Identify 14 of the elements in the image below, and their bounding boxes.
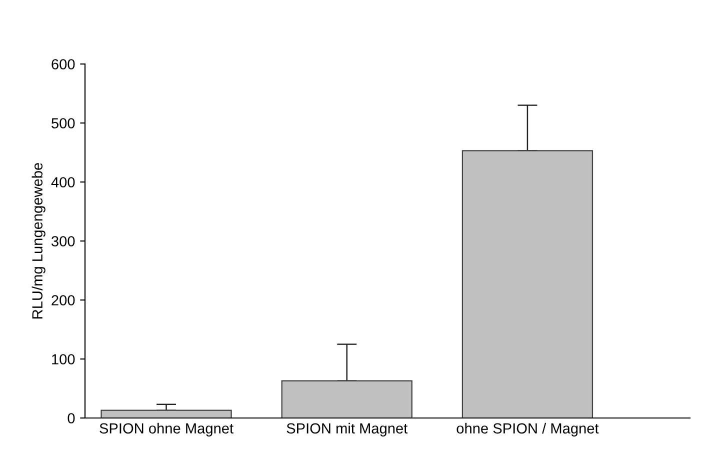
bar: [281, 380, 412, 418]
x-tick-label: SPION mit Magnet: [286, 422, 408, 436]
bar: [462, 150, 594, 418]
y-tick-label: 100: [52, 354, 75, 364]
x-tick-label: ohne SPION / Magnet: [456, 422, 599, 436]
y-tick-label: 0: [68, 413, 75, 424]
x-tick-label: SPION ohne Magnet: [100, 422, 234, 436]
y-tick-label: 600: [52, 59, 75, 70]
y-tick-label: 400: [51, 177, 75, 188]
y-axis-title: RLU/mg Lungengewebe: [32, 163, 46, 318]
y-tick-label: 500: [52, 118, 75, 128]
bar: [100, 410, 232, 418]
y-tick-label: 200: [52, 295, 75, 306]
y-tick-label: 300: [52, 236, 75, 246]
